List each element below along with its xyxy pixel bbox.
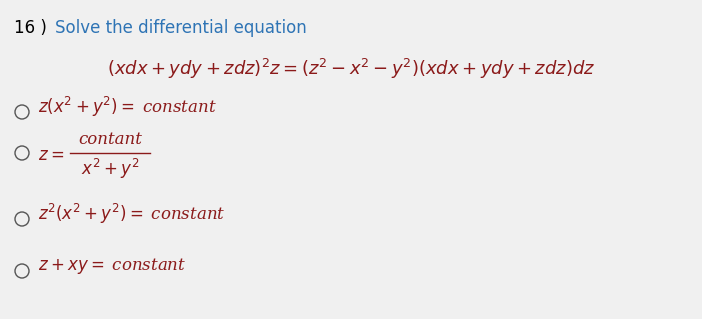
Text: $z^2(x^2 + y^2) = \;$constant: $z^2(x^2 + y^2) = \;$constant: [38, 202, 225, 226]
Text: 16 ): 16 ): [14, 19, 47, 37]
Text: $(xdx + ydy + zdz)^2z = (z^2 - x^2 - y^2)(xdx + ydy + zdz)dz$: $(xdx + ydy + zdz)^2z = (z^2 - x^2 - y^2…: [107, 57, 595, 81]
Text: $z(x^2 + y^2) = \;$constant: $z(x^2 + y^2) = \;$constant: [38, 95, 217, 119]
Text: Solve the differential equation: Solve the differential equation: [55, 19, 307, 37]
Text: contant: contant: [78, 130, 142, 147]
Text: $z + xy = \;$constant: $z + xy = \;$constant: [38, 256, 186, 276]
Text: $z = $: $z = $: [38, 147, 64, 165]
Text: $x^2 + y^2$: $x^2 + y^2$: [81, 157, 139, 181]
